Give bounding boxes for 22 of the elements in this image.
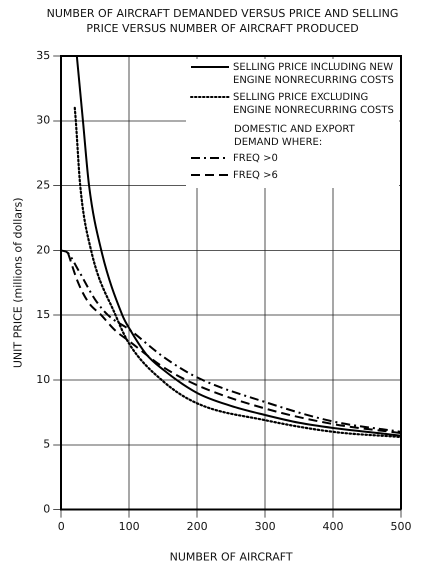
x-tick-label: 0 bbox=[58, 520, 65, 534]
legend-label: SELLING PRICE INCLUDING NEW ENGINE NONRECURRING COSTS bbox=[233, 61, 395, 87]
y-tick-label: 35 bbox=[36, 48, 50, 62]
x-tick-label: 200 bbox=[186, 520, 208, 534]
y-tick-label: 5 bbox=[43, 438, 50, 451]
y-tick-label: 0 bbox=[43, 502, 50, 516]
y-tick-label: 15 bbox=[36, 308, 50, 322]
y-tick-label: 20 bbox=[36, 243, 50, 256]
x-tick-label: 100 bbox=[118, 520, 140, 534]
legend-label: SELLING PRICE EXCLUDING ENGINE NONRECURRING COSTS bbox=[233, 91, 395, 117]
y-tick-label: 25 bbox=[36, 178, 50, 192]
x-axis-title: NUMBER OF AIRCRAFT bbox=[170, 550, 293, 564]
x-tick-label: 300 bbox=[254, 520, 276, 534]
y-tick-label: 30 bbox=[36, 114, 50, 127]
chart-title: NUMBER OF AIRCRAFT DEMANDED VERSUS PRICE AND SELLING PRICE VERSUS NUMBER OF AIRCRAFT PRODUCED bbox=[46, 6, 400, 36]
legend-title: DOMESTIC AND EXPORT DEMAND WHERE: bbox=[234, 123, 356, 149]
y-axis-title: UNIT PRICE (millions of dollars) bbox=[11, 197, 24, 368]
legend-label: FREQ >6 bbox=[233, 169, 278, 182]
y-tick-label: 10 bbox=[36, 372, 50, 386]
x-tick-label: 500 bbox=[390, 520, 412, 534]
legend-label: FREQ >0 bbox=[233, 152, 278, 165]
x-tick-label: 400 bbox=[322, 520, 344, 534]
